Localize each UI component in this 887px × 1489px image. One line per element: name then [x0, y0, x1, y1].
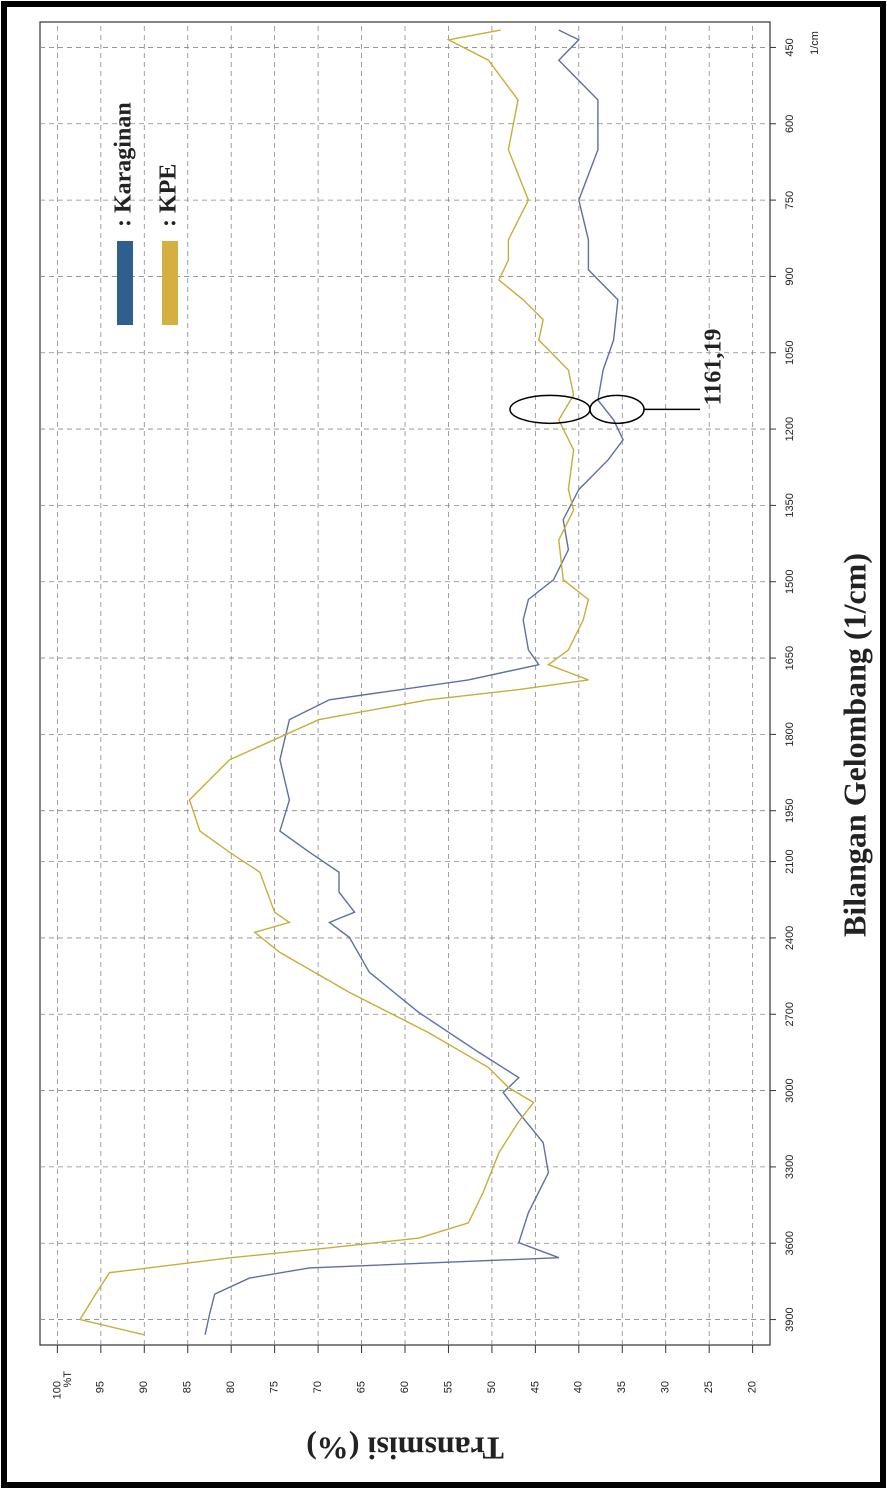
annotation-label: 1161,19 — [701, 329, 727, 406]
chart: Bilangan Gelombang (1/cm) Transmisi (%) … — [0, 0, 887, 1489]
y-tick-label: 55 — [442, 1381, 454, 1393]
x-tick-label: 3000 — [784, 1078, 796, 1102]
y-tick-label: 70 — [312, 1381, 324, 1393]
y-unit: %T — [62, 1371, 74, 1388]
y-tick-label: 60 — [399, 1381, 411, 1393]
x-tick-label: 1650 — [784, 646, 796, 670]
y-tick-label: 20 — [747, 1381, 759, 1393]
x-tick-label: 1350 — [784, 493, 796, 517]
y-tick-label: 95 — [95, 1381, 107, 1393]
legend-swatch — [117, 241, 133, 325]
x-tick-label: 1800 — [784, 722, 796, 746]
x-tick-label: 1500 — [784, 569, 796, 593]
y-tick-label: 35 — [616, 1381, 628, 1393]
y-tick-label: 45 — [529, 1381, 541, 1393]
y-tick-label: 90 — [138, 1381, 150, 1393]
x-tick-label: 750 — [784, 191, 796, 209]
y-tick-label: 40 — [573, 1381, 585, 1393]
x-tick-label: 2700 — [784, 1002, 796, 1026]
x-unit: 1/cm — [809, 31, 821, 55]
y-tick-label: 25 — [703, 1381, 715, 1393]
y-tick-label: 30 — [660, 1381, 672, 1393]
legend-label: : Karaginan — [111, 102, 137, 227]
y-tick-label: 80 — [225, 1381, 237, 1393]
x-tick-label: 1050 — [784, 341, 796, 365]
x-tick-label: 1950 — [784, 798, 796, 822]
x-axis-title: Bilangan Gelombang (1/cm) — [836, 553, 872, 937]
x-tick-label: 450 — [784, 38, 796, 56]
x-tick-label: 3900 — [784, 1307, 796, 1331]
x-tick-label: 3300 — [784, 1155, 796, 1179]
y-tick-label: 100 — [51, 1381, 63, 1399]
y-tick-label: 65 — [355, 1381, 367, 1393]
legend-label: : KPE — [156, 164, 182, 227]
x-tick-label: 2400 — [784, 926, 796, 950]
x-tick-label: 600 — [784, 115, 796, 133]
y-tick-label: 50 — [486, 1381, 498, 1393]
x-tick-label: 3600 — [784, 1231, 796, 1255]
x-tick-label: 2100 — [784, 849, 796, 873]
x-tick-label: 900 — [784, 267, 796, 285]
legend-swatch — [162, 241, 178, 325]
y-axis-title: Transmisi (%) — [306, 1431, 504, 1467]
y-tick-label: 75 — [269, 1381, 281, 1393]
x-tick-label: 1200 — [784, 417, 796, 441]
y-tick-label: 85 — [182, 1381, 194, 1393]
